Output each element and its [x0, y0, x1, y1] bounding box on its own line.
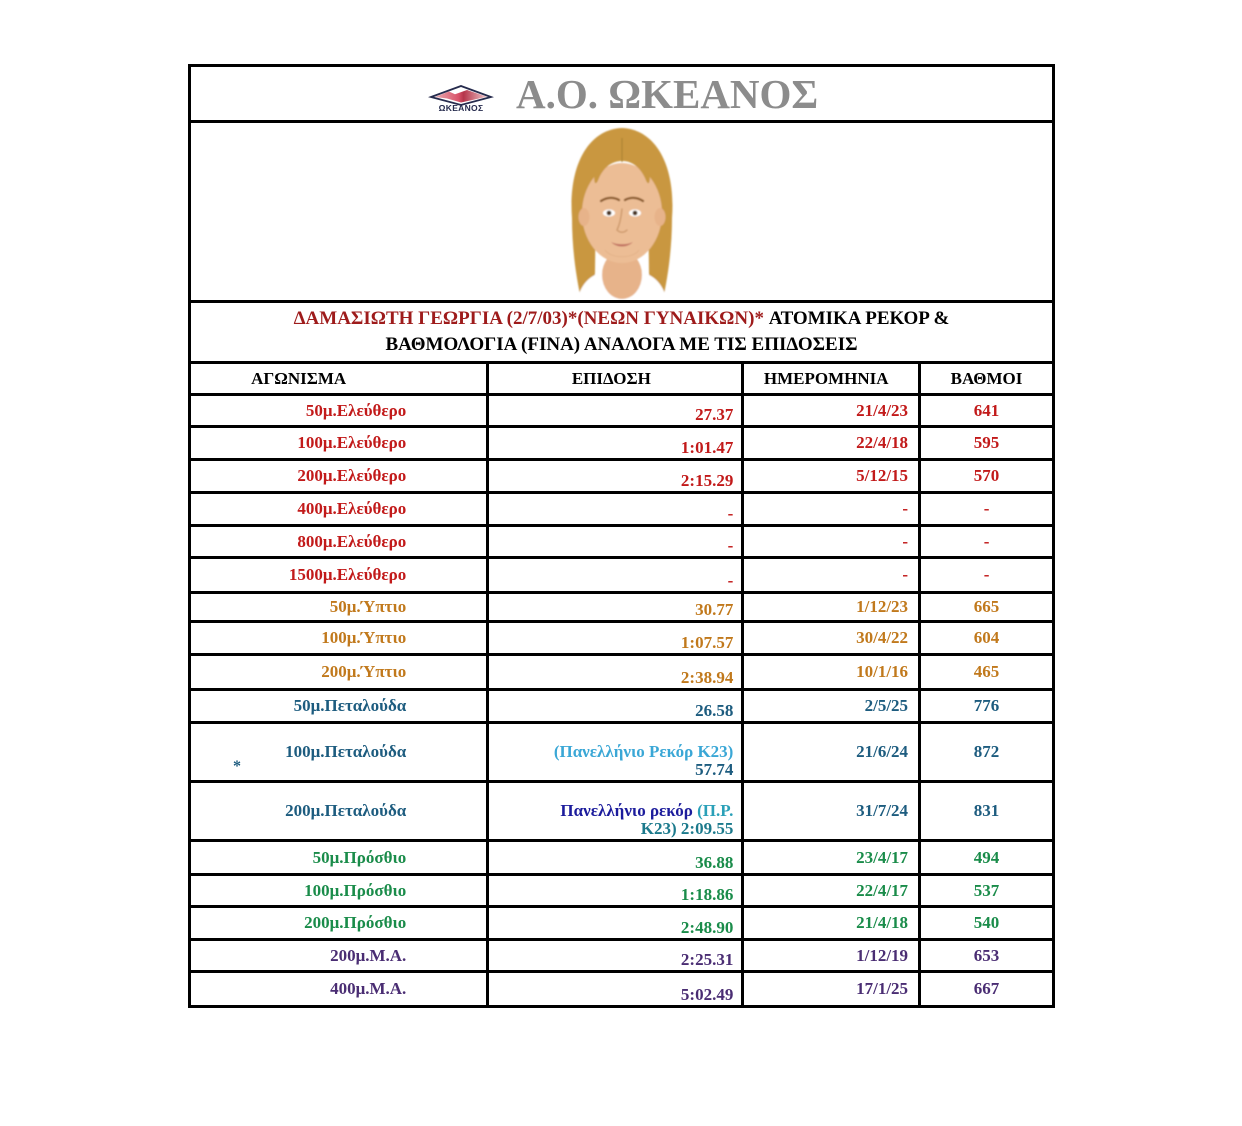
svg-text:ΩΚΕΑΝΟΣ: ΩΚΕΑΝΟΣ [439, 103, 484, 112]
